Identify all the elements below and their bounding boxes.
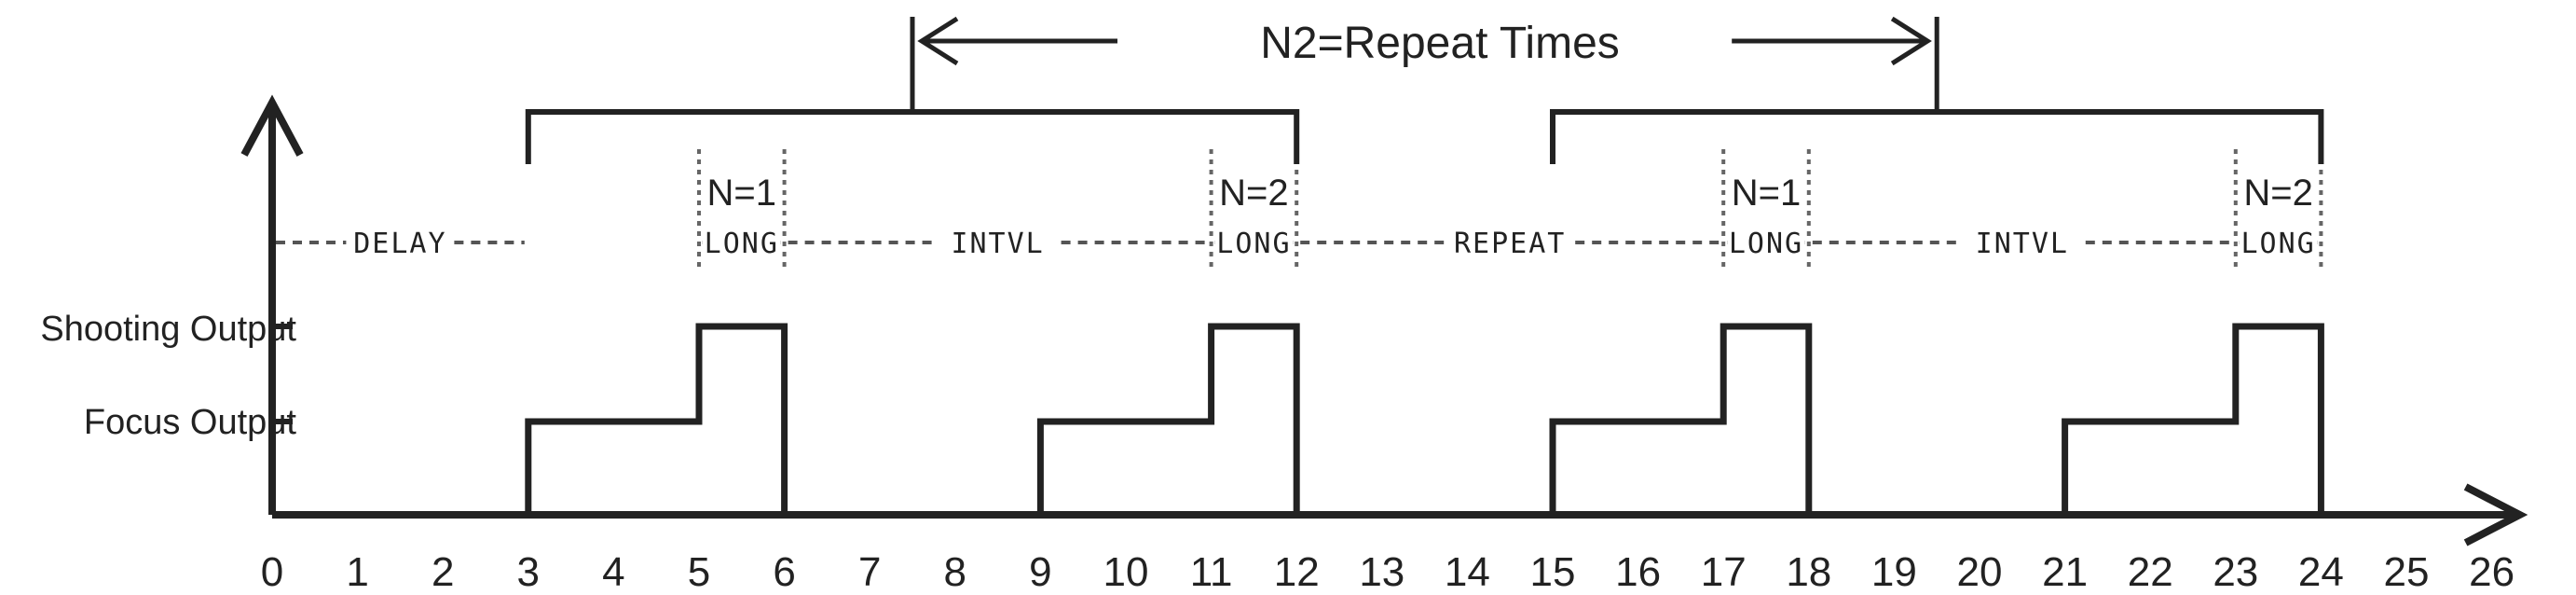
y-axis-arrowhead <box>240 94 304 157</box>
segment-dashes <box>276 149 2323 270</box>
repeat-arrow-left-head <box>917 16 959 66</box>
segment-label: REPEAT <box>1454 228 1566 260</box>
x-tick-label: 5 <box>688 549 710 595</box>
x-tick-label: 15 <box>1530 549 1576 595</box>
repeat-brackets <box>525 16 2324 164</box>
x-tick-label: 11 <box>1190 549 1233 595</box>
x-tick-label: 7 <box>858 549 881 595</box>
y-label-shooting: Shooting Output <box>40 310 296 349</box>
segment-labels: DELAY LONG N=1 INTVL LONG N=2 REPEAT LONG N=1 INT… <box>353 173 2315 260</box>
n-count-label: N=2 <box>1219 173 1289 214</box>
repeat-arrow-right-head <box>1890 16 1932 66</box>
x-tick-label: 21 <box>2042 549 2088 595</box>
x-tick-label: 25 <box>2384 549 2430 595</box>
repeat-title: N2=Repeat Times <box>1260 19 1620 68</box>
x-tick-label: 6 <box>773 549 795 595</box>
n-count-label: N=1 <box>1732 173 1802 214</box>
segment-label: INTVL <box>951 228 1044 260</box>
x-tick-label: 8 <box>944 549 966 595</box>
x-tick-label: 24 <box>2298 549 2344 595</box>
x-tick-label: 20 <box>1957 549 2003 595</box>
x-tick-label: 14 <box>1445 549 1490 595</box>
x-axis-arrowhead <box>2463 483 2528 547</box>
x-tick-label: 19 <box>1871 549 1917 595</box>
x-tick-label: 17 <box>1701 549 1747 595</box>
x-tick-label: 9 <box>1029 549 1051 595</box>
x-tick-label: 2 <box>432 549 454 595</box>
x-tick-label: 18 <box>1786 549 1831 595</box>
n-count-label: N=1 <box>707 173 777 214</box>
segment-label: LONG <box>1729 228 1803 260</box>
x-tick-label: 1 <box>346 549 368 595</box>
axes <box>240 94 2528 547</box>
segment-label: DELAY <box>353 228 446 260</box>
segment-label: LONG <box>1216 228 1291 260</box>
x-tick-labels: 0 1 2 3 4 5 6 7 8 9 10 11 12 13 14 15 16 17 18 19 20 21 22 23 24… <box>261 549 2514 595</box>
x-tick-label: 10 <box>1103 549 1149 595</box>
x-tick-label: 3 <box>517 549 540 595</box>
signal-path <box>272 323 2324 519</box>
x-tick-label: 16 <box>1615 549 1661 595</box>
group-bracket <box>1550 109 2324 164</box>
signal-waveform <box>272 323 2324 519</box>
segment-label: LONG <box>705 228 779 260</box>
x-tick-label: 23 <box>2213 549 2258 595</box>
segment-label: INTVL <box>1976 228 2069 260</box>
y-label-focus: Focus Output <box>84 403 297 442</box>
segment-label: LONG <box>2240 228 2315 260</box>
group-bracket <box>525 109 1300 164</box>
n-count-label: N=2 <box>2243 173 2313 214</box>
x-tick-label: 4 <box>602 549 624 595</box>
x-tick-label: 0 <box>261 549 283 595</box>
x-tick-label: 12 <box>1274 549 1320 595</box>
labels: Shooting Output Focus Output N2=Repeat T… <box>40 19 1619 442</box>
x-tick-label: 13 <box>1359 549 1404 595</box>
x-tick-label: 26 <box>2469 549 2514 595</box>
x-tick-label: 22 <box>2128 549 2173 595</box>
